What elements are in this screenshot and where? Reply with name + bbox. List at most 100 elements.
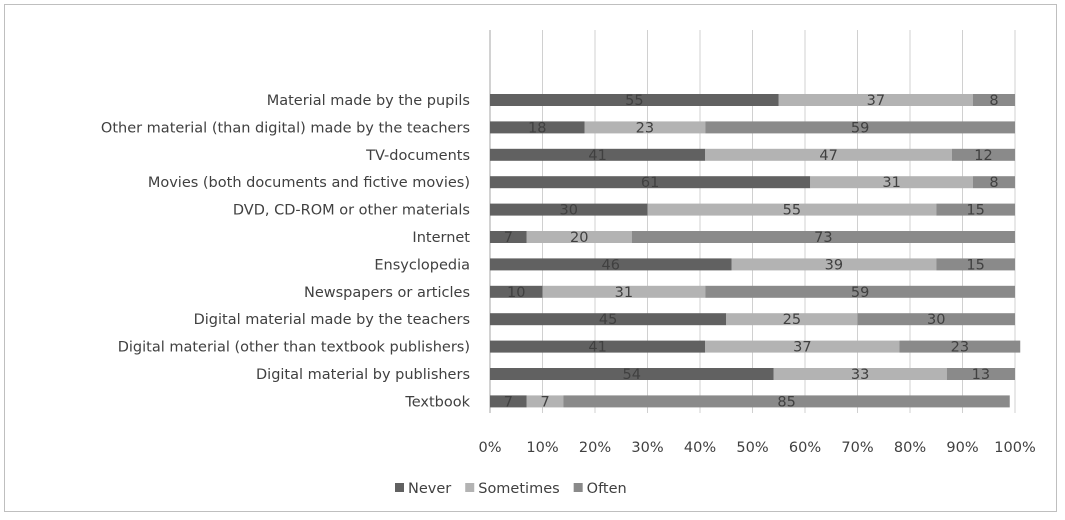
category-label: Movies (both documents and fictive movie… bbox=[148, 175, 470, 191]
x-tick-label: 70% bbox=[841, 440, 873, 456]
data-label: 37 bbox=[867, 93, 885, 109]
data-label: 8 bbox=[989, 93, 998, 109]
x-tick-label: 60% bbox=[789, 440, 821, 456]
bar-segment-often bbox=[936, 203, 1015, 216]
data-label: 45 bbox=[599, 312, 617, 328]
bar-segment-sometimes bbox=[773, 368, 947, 380]
category-label: Digital material by publishers bbox=[256, 367, 470, 383]
data-label: 54 bbox=[623, 367, 641, 383]
x-tick-label: 90% bbox=[946, 440, 978, 456]
bar-segment-sometimes bbox=[778, 94, 973, 106]
bar-segment-often bbox=[563, 395, 1010, 408]
bar-segment-often bbox=[952, 148, 1015, 161]
data-label: 85 bbox=[777, 394, 795, 410]
bar-segment-never bbox=[490, 148, 706, 161]
x-tick-label: 80% bbox=[894, 440, 926, 456]
bar-segment-sometimes bbox=[584, 121, 706, 134]
legend-label: Often bbox=[587, 481, 627, 497]
legend-swatch-sometimes bbox=[465, 483, 475, 492]
data-label: 55 bbox=[783, 203, 801, 219]
legend-swatch-often bbox=[573, 483, 583, 492]
data-label: 41 bbox=[588, 340, 606, 356]
bar-segment-often bbox=[973, 94, 1015, 106]
category-labels: Material made by the pupils Other materia… bbox=[101, 93, 471, 410]
data-label: 12 bbox=[974, 148, 992, 164]
data-label: 8 bbox=[989, 175, 998, 191]
bar-segment-never bbox=[490, 258, 732, 271]
data-label: 15 bbox=[966, 257, 984, 273]
data-label: 30 bbox=[927, 312, 945, 328]
x-tick-label: 40% bbox=[684, 440, 716, 456]
bar-segment-sometimes bbox=[542, 285, 706, 298]
data-label: 7 bbox=[504, 230, 513, 246]
data-label: 31 bbox=[882, 175, 900, 191]
data-label: 31 bbox=[615, 285, 633, 301]
legend: Never Sometimes Often bbox=[395, 481, 627, 497]
data-label: 73 bbox=[814, 230, 832, 246]
data-label: 10 bbox=[507, 285, 525, 301]
gridlines bbox=[489, 30, 1016, 413]
bar-segment-sometimes bbox=[810, 176, 973, 189]
x-tick-label: 100% bbox=[994, 440, 1035, 456]
data-label: 25 bbox=[783, 312, 801, 328]
legend-label: Sometimes bbox=[478, 481, 559, 497]
bars: 55 37 8 18 23 59 41 47 12 61 31 8 30 55 15 7 20 73 46 39 15 1… bbox=[490, 93, 1021, 410]
bar-segment-sometimes bbox=[647, 203, 937, 216]
data-label: 23 bbox=[951, 340, 969, 356]
category-label: Internet bbox=[412, 230, 470, 246]
bar-segment-often bbox=[946, 368, 1015, 380]
data-label: 15 bbox=[966, 203, 984, 219]
bar-segment-often bbox=[705, 285, 1015, 298]
data-label: 59 bbox=[851, 285, 869, 301]
bar-segment-sometimes bbox=[731, 258, 937, 271]
category-label: Digital material made by the teachers bbox=[194, 312, 470, 328]
bar-segment-often bbox=[936, 258, 1015, 271]
x-tick-label: 30% bbox=[631, 440, 663, 456]
legend-swatch-never bbox=[395, 483, 404, 492]
bar-segment-never bbox=[490, 313, 727, 326]
bar-segment-sometimes bbox=[726, 313, 858, 326]
data-label: 7 bbox=[504, 394, 513, 410]
data-label: 23 bbox=[636, 120, 654, 136]
category-label: Other material (than digital) made by th… bbox=[101, 120, 470, 136]
bar-segment-never bbox=[490, 285, 543, 298]
x-tick-label: 20% bbox=[579, 440, 611, 456]
category-label: Material made by the pupils bbox=[267, 93, 470, 109]
bar-segment-sometimes bbox=[705, 148, 952, 161]
bar-segment-never bbox=[490, 368, 774, 380]
bar-segment-sometimes bbox=[705, 340, 900, 353]
bar-segment-often bbox=[857, 313, 1015, 326]
bar-segment-never bbox=[490, 203, 648, 216]
x-tick-label: 10% bbox=[526, 440, 558, 456]
data-label: 33 bbox=[851, 367, 869, 383]
bar-segment-never bbox=[490, 231, 527, 243]
chart-frame bbox=[4, 4, 1057, 512]
data-label: 20 bbox=[570, 230, 588, 246]
data-label: 37 bbox=[793, 340, 811, 356]
data-label: 59 bbox=[851, 120, 869, 136]
category-label: Newspapers or articles bbox=[304, 285, 470, 301]
legend-label: Never bbox=[408, 481, 451, 497]
bar-segment-sometimes bbox=[526, 231, 632, 243]
bar-segment-often bbox=[973, 176, 1015, 189]
data-label: 41 bbox=[588, 148, 606, 164]
x-tick-label: 50% bbox=[736, 440, 768, 456]
x-tick-labels: 0% 10% 20% 30% 40% 50% 60% 70% 80% 90% 100% bbox=[478, 440, 1035, 456]
data-label: 61 bbox=[641, 175, 659, 191]
bar-segment-often bbox=[899, 340, 1021, 353]
category-label: Textbook bbox=[404, 394, 470, 410]
bar-segment-never bbox=[490, 395, 527, 408]
bar-segment-never bbox=[490, 94, 779, 106]
data-label: 7 bbox=[541, 394, 550, 410]
category-label: TV-documents bbox=[365, 148, 470, 164]
category-label: Digital material (other than textbook pu… bbox=[118, 340, 470, 356]
data-label: 55 bbox=[625, 93, 643, 109]
bar-segment-sometimes bbox=[526, 395, 564, 408]
bar-segment-never bbox=[490, 340, 706, 353]
data-label: 30 bbox=[560, 203, 578, 219]
data-label: 47 bbox=[819, 148, 837, 164]
data-label: 18 bbox=[528, 120, 546, 136]
bar-segment-never bbox=[490, 121, 585, 134]
x-tick-label: 0% bbox=[478, 440, 501, 456]
